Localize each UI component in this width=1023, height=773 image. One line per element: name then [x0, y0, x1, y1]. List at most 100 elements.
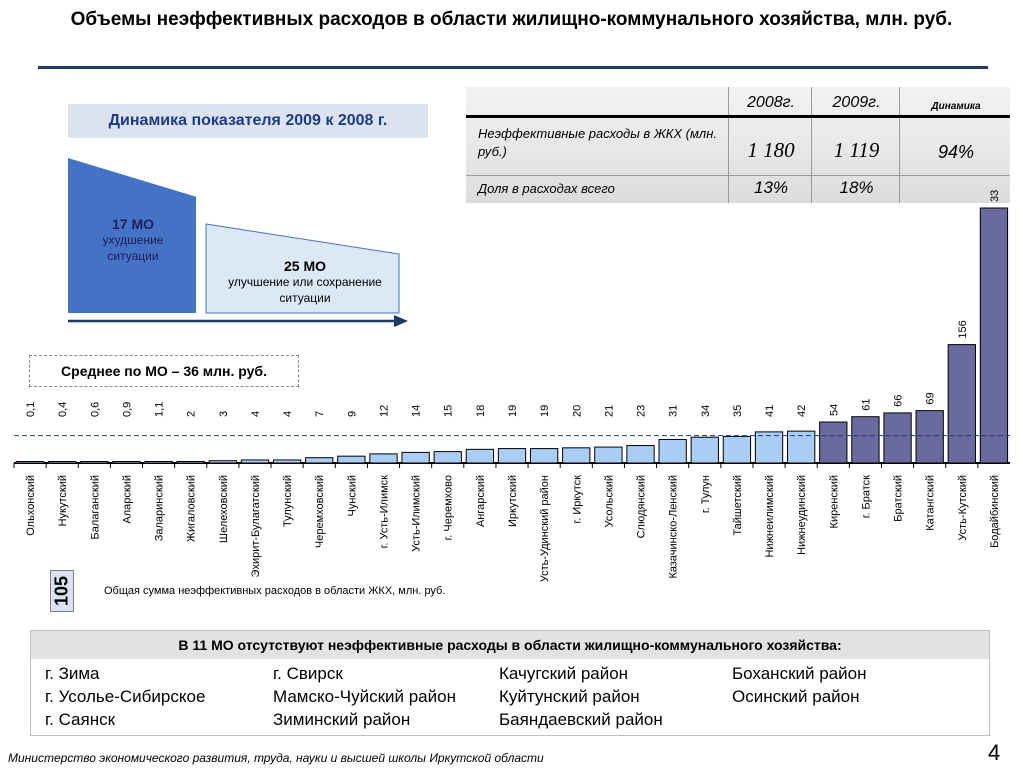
- bar: [883, 412, 912, 464]
- category-label: Шелеховский: [218, 475, 230, 543]
- bar: [915, 410, 944, 464]
- absent-item: г. Саянск: [45, 710, 116, 729]
- category-label: Усольский: [603, 475, 615, 528]
- value-label: 41: [764, 405, 776, 417]
- bar: [208, 460, 237, 464]
- worse-label: ухудшение ситуации: [102, 233, 164, 263]
- dynamics-caption: Динамика показателя 2009 к 2008 г.: [68, 104, 428, 138]
- value-label: 12: [378, 405, 390, 417]
- value-label: 35: [732, 405, 744, 417]
- value-label: 19: [507, 405, 519, 417]
- category-label: г. Черемхово: [443, 475, 455, 540]
- absent-item: Осинский район: [732, 687, 860, 706]
- total-sum-label: Общая сумма неэффективных расходов в обл…: [104, 585, 446, 597]
- bar: [337, 455, 366, 464]
- category-label: г. Усть-Илимск: [378, 475, 390, 548]
- absent-item: Баяндаевский район: [499, 710, 663, 729]
- bar: [787, 430, 816, 464]
- value-label: 42: [796, 405, 808, 417]
- col-2009-header: 2009г.: [832, 94, 881, 111]
- value-label: 4: [250, 411, 262, 417]
- bar: [176, 460, 205, 464]
- category-label: Киренский: [828, 475, 840, 528]
- bar: [594, 446, 623, 464]
- category-label: Аларский: [121, 475, 133, 524]
- value-label: 3: [218, 411, 230, 417]
- bar: [112, 461, 141, 464]
- absent-item: Мамско-Чуйский район: [273, 687, 456, 706]
- value-label: 4: [282, 411, 294, 417]
- absent-item: Боханский район: [732, 664, 867, 683]
- category-label: Балаганский: [89, 475, 101, 539]
- row-expenses-2008: 1 180: [747, 138, 795, 162]
- category-label: Усть-Кутский: [957, 475, 969, 541]
- value-label: 9: [346, 411, 358, 417]
- category-label: Катангский: [925, 475, 937, 531]
- value-label: 0,6: [89, 402, 101, 417]
- absent-item: г. Свирск: [273, 664, 343, 683]
- bar: [947, 344, 976, 464]
- value-label: 23: [636, 405, 648, 417]
- bar: [15, 461, 45, 464]
- absent-item: Качугский район: [499, 664, 629, 683]
- value-label: 14: [411, 405, 423, 417]
- absent-panel: В 11 МО отсутствуют неэффективные расход…: [30, 630, 990, 736]
- bar: [497, 448, 527, 464]
- bar: [562, 447, 591, 464]
- bar: [48, 461, 77, 464]
- value-label: 31: [668, 405, 680, 417]
- bar: [819, 421, 848, 464]
- value-label: 2: [186, 411, 198, 417]
- category-label: г. Иркутск: [571, 475, 583, 524]
- table-divider: [811, 87, 812, 203]
- category-label: Тулунский: [282, 475, 294, 527]
- bar: [305, 457, 334, 464]
- row-share-2008: 13%: [753, 178, 789, 197]
- absent-item: Зиминский район: [273, 710, 411, 729]
- value-label: 61: [860, 398, 872, 410]
- bar: [529, 448, 559, 464]
- bar: [754, 431, 784, 464]
- summary-table: 2008г. 2009г. Динамика Неэффективные рас…: [466, 87, 1010, 203]
- bar: [979, 207, 1009, 464]
- total-sum-badge: 105: [50, 570, 74, 612]
- row-expenses-label: Неэффективные расходы в ЖКХ (млн. руб.): [478, 126, 718, 159]
- category-label: Казачинско-Ленский: [668, 475, 680, 579]
- bar: [658, 438, 687, 464]
- category-label: Чунский: [346, 475, 358, 517]
- category-label: Братский: [893, 475, 905, 522]
- value-label: 21: [603, 405, 615, 417]
- worse-count: 17 МО: [111, 216, 154, 232]
- value-label: 156: [957, 320, 969, 338]
- table-divider: [728, 87, 729, 203]
- category-label: г. Братск: [860, 475, 872, 518]
- value-label: 1,1: [154, 402, 166, 417]
- category-label: Нижнеудинский: [796, 475, 808, 555]
- value-label: 336: [989, 190, 1001, 202]
- table-divider: [466, 175, 1010, 176]
- category-label: Бодайбинский: [989, 475, 1001, 548]
- category-label: Слюдянский: [636, 475, 648, 538]
- value-label: 18: [475, 405, 487, 417]
- bar: [80, 461, 109, 464]
- better-text: 25 МО улучшение или сохранение ситуации: [215, 258, 395, 306]
- trend-arrow-icon: [68, 315, 408, 327]
- value-label: 69: [925, 392, 937, 404]
- absent-item: Куйтунский район: [499, 687, 640, 706]
- category-label: Нижнеилимский: [764, 475, 776, 558]
- better-label: улучшение или сохранение ситуации: [228, 275, 382, 305]
- bar: [401, 451, 430, 464]
- page-number: 4: [988, 740, 1001, 765]
- worse-text: 17 МО ухудшение ситуации: [82, 216, 184, 264]
- value-label: 20: [571, 405, 583, 417]
- bar: [626, 445, 655, 464]
- category-label: Ангарский: [475, 475, 487, 527]
- bar-chart: 0,1 0,4 0,6 0,9 1,1 2 3 4 4 7 9 12 14 15 18 19 19 20 21 23 3…: [13, 190, 1010, 582]
- value-label: 0,9: [121, 402, 133, 417]
- category-label: Усть-Илимский: [411, 475, 423, 552]
- table-divider: [466, 115, 1010, 118]
- category-label: Эхирит-Булагатский: [250, 475, 262, 577]
- bar: [240, 459, 270, 464]
- bar: [433, 451, 462, 464]
- value-label: 0,4: [57, 402, 69, 417]
